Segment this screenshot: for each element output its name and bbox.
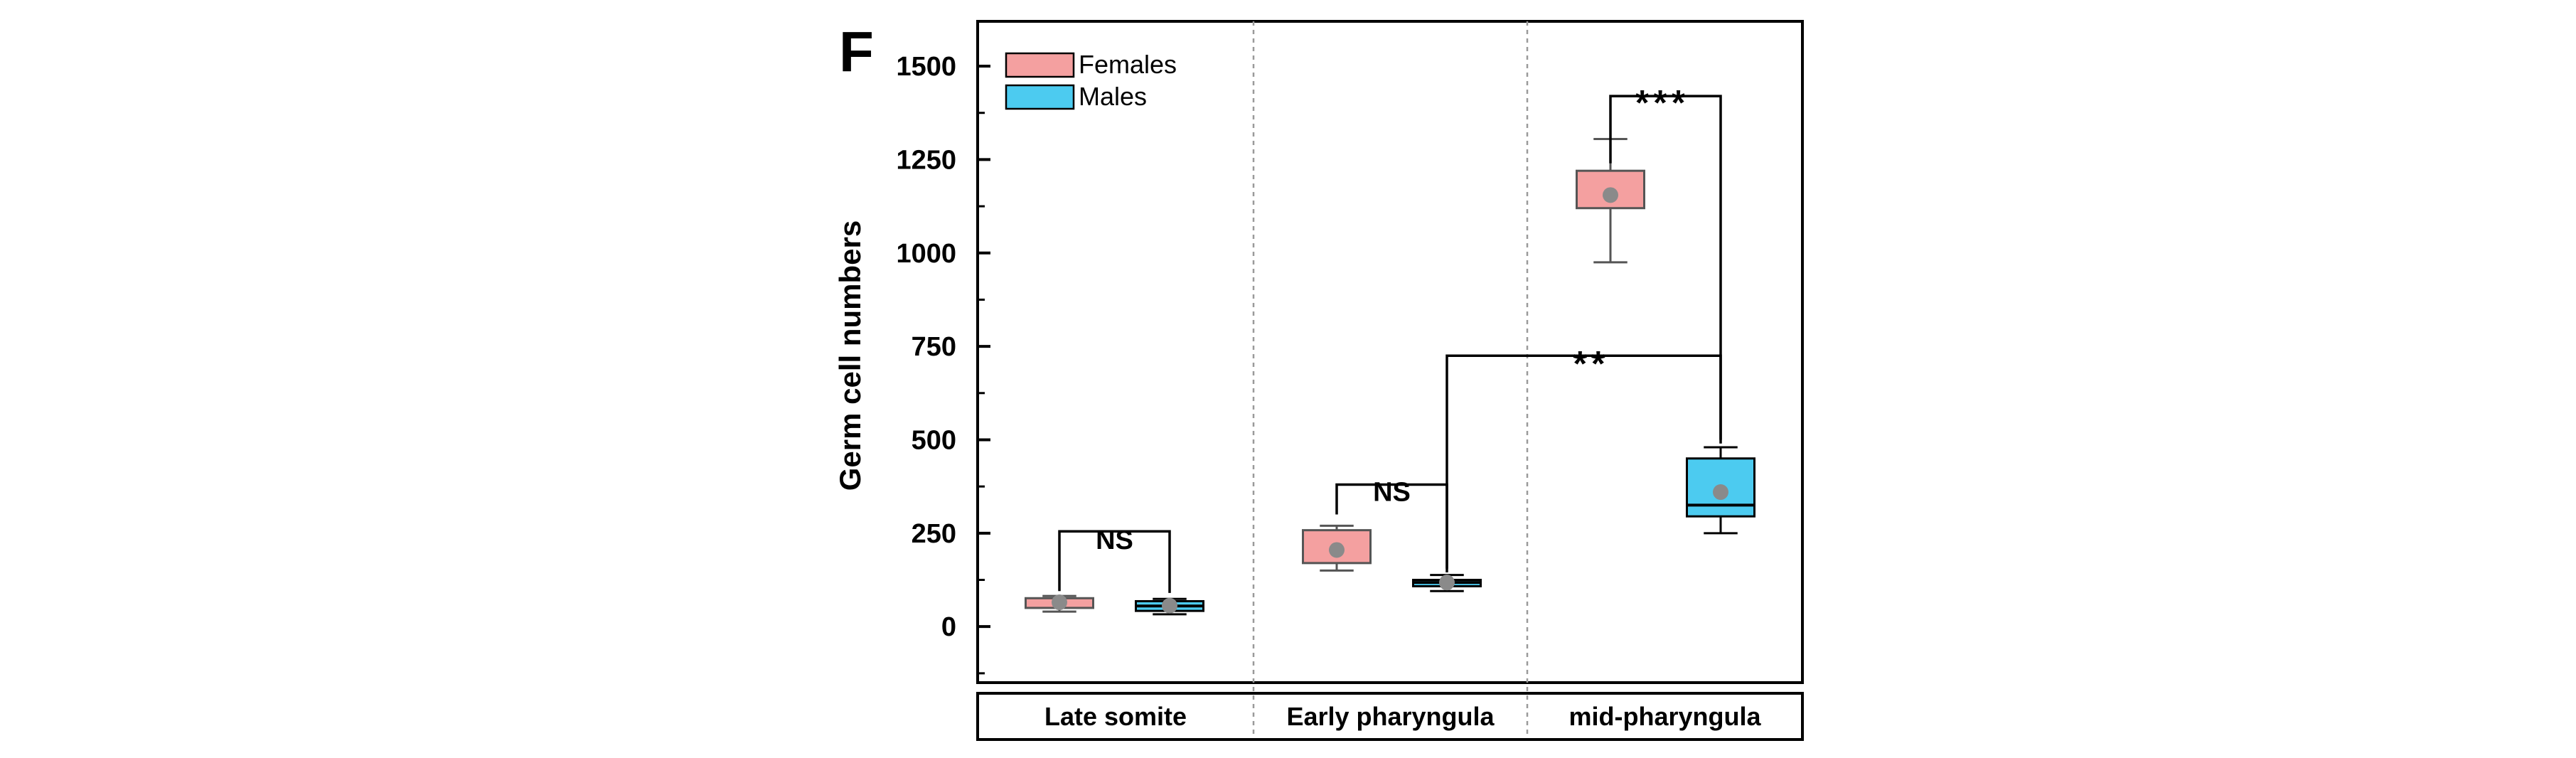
category-label-bar: Late somite Early pharyngula mid-pharyngul…	[976, 692, 1804, 741]
legend-swatch-males	[1005, 84, 1075, 110]
legend-swatch-females	[1005, 52, 1075, 78]
box-series	[1025, 138, 1755, 616]
plot-frame	[976, 20, 1804, 684]
mean-dot	[1603, 187, 1618, 203]
significance-label: ***	[1635, 82, 1689, 122]
category-label: Early pharyngula	[1286, 702, 1495, 731]
box-late-somite-males	[1135, 597, 1204, 616]
bracket-line	[1445, 354, 1722, 572]
mean-dot	[1052, 594, 1067, 611]
mean-dot	[1329, 542, 1345, 558]
bracket-line	[1058, 530, 1171, 593]
mean-dot	[1162, 597, 1177, 614]
mean-dot	[1439, 575, 1455, 591]
y-tick-label: 250	[912, 519, 956, 549]
bracket-line	[1609, 95, 1722, 440]
y-tick-label: 750	[912, 332, 956, 362]
category-label: mid-pharyngula	[1568, 702, 1761, 731]
legend-label-females: Females	[1079, 50, 1177, 79]
box-mid-pharyngula-males	[1686, 446, 1755, 535]
significance-label: **	[1573, 344, 1610, 384]
y-axis-title: Germ cell numbers	[833, 220, 867, 491]
legend-label-males: Males	[1079, 82, 1147, 111]
box-early-pharyngula-females	[1302, 524, 1372, 572]
plot-border	[976, 20, 1804, 684]
y-axis: 0 250 500 750 1000 1250 1500	[896, 52, 990, 675]
legend: Females Males	[1005, 50, 1177, 111]
y-tick-label: 1000	[896, 239, 956, 269]
y-tick-label: 1500	[896, 52, 956, 82]
y-tick-label: 500	[912, 425, 956, 455]
significance-bracket: **	[1445, 344, 1722, 572]
significance-bracket: NS	[1058, 525, 1171, 593]
panel-label: F	[839, 20, 874, 83]
box-late-somite-females	[1025, 594, 1094, 613]
box-early-pharyngula-males	[1412, 574, 1482, 592]
significance-label: NS	[1096, 525, 1133, 555]
mean-dot	[1713, 484, 1728, 501]
category-separators	[1252, 21, 1529, 740]
significance-label: NS	[1373, 478, 1411, 508]
significance-bracket: ***	[1609, 82, 1722, 440]
box-mid-pharyngula-females	[1576, 138, 1645, 264]
y-tick-label: 0	[941, 612, 956, 642]
y-tick-label: 1250	[896, 145, 956, 175]
category-label: Late somite	[1044, 702, 1187, 731]
category-bar-frame	[976, 692, 1804, 741]
